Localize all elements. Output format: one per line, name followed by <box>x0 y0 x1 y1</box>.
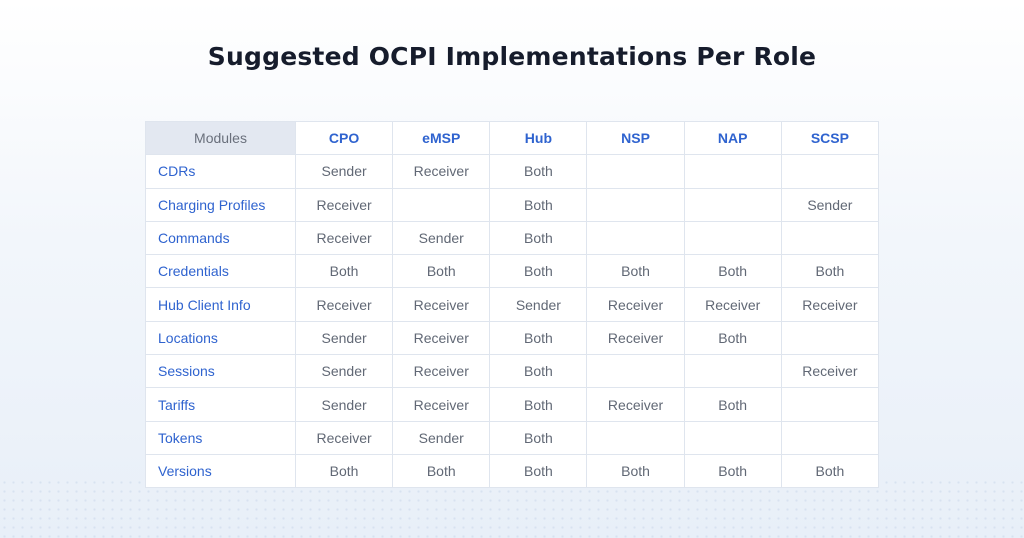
role-cell <box>683 220 782 256</box>
role-cell: Receiver <box>683 287 782 322</box>
role-cell: Both <box>489 154 588 189</box>
role-cell: Both <box>489 387 588 422</box>
role-cell: Both <box>489 354 588 389</box>
role-cell <box>586 220 685 256</box>
role-cell <box>392 187 491 222</box>
column-header-modules: Modules <box>145 120 296 156</box>
table-row: Commands Receiver Sender Both <box>145 220 880 256</box>
roles-table: Modules CPO eMSP Hub NSP NAP SCSP CDRs Se… <box>145 120 880 489</box>
role-cell: Both <box>780 254 880 289</box>
module-name-cell: CDRs <box>145 154 296 189</box>
table-row: Locations Sender Receiver Both Receiver Both <box>145 320 880 356</box>
role-cell: Both <box>683 453 782 489</box>
role-cell: Receiver <box>392 387 491 422</box>
role-cell: Receiver <box>294 187 394 222</box>
role-cell: Receiver <box>780 354 880 389</box>
role-cell: Both <box>586 453 685 489</box>
table-row: Tariffs Sender Receiver Both Receiver Both <box>145 387 880 422</box>
role-cell: Sender <box>780 187 880 222</box>
role-cell: Sender <box>294 320 394 356</box>
role-cell <box>586 354 685 389</box>
module-name-cell: Sessions <box>145 354 296 389</box>
role-cell: Both <box>489 220 588 256</box>
module-name-cell: Charging Profiles <box>145 187 296 222</box>
role-cell <box>586 154 685 189</box>
role-cell: Sender <box>294 387 394 422</box>
role-cell: Receiver <box>294 420 394 455</box>
role-cell: Sender <box>392 220 491 256</box>
role-cell <box>780 387 880 422</box>
module-name-cell: Commands <box>145 220 296 256</box>
role-cell <box>683 354 782 389</box>
role-cell: Receiver <box>392 154 491 189</box>
column-header-nsp: NSP <box>586 120 685 156</box>
role-cell: Both <box>586 254 685 289</box>
role-cell: Both <box>294 254 394 289</box>
role-cell: Both <box>780 453 880 489</box>
role-cell: Both <box>683 254 782 289</box>
module-name-cell: Locations <box>145 320 296 356</box>
role-cell <box>683 154 782 189</box>
table-header-row: Modules CPO eMSP Hub NSP NAP SCSP <box>145 120 880 156</box>
role-cell: Both <box>489 420 588 455</box>
role-cell: Receiver <box>392 287 491 322</box>
table-row: CDRs Sender Receiver Both <box>145 154 880 189</box>
role-cell: Receiver <box>586 387 685 422</box>
table-body: CDRs Sender Receiver Both Charging Profiles R… <box>145 154 880 489</box>
role-cell: Receiver <box>586 320 685 356</box>
column-header-emsp: eMSP <box>392 120 491 156</box>
module-name-cell: Tariffs <box>145 387 296 422</box>
page-title: Suggested OCPI Implementations Per Role <box>207 42 817 71</box>
role-cell: Both <box>489 254 588 289</box>
table-row: Credentials Both Both Both Both Both Both <box>145 254 880 289</box>
table-row: Tokens Receiver Sender Both <box>145 420 880 455</box>
role-cell: Sender <box>294 154 394 189</box>
column-header-hub: Hub <box>489 120 588 156</box>
table-row: Hub Client Info Receiver Receiver Sender Rec… <box>145 287 880 322</box>
role-cell <box>683 420 782 455</box>
role-cell <box>780 220 880 256</box>
role-cell: Sender <box>489 287 588 322</box>
module-name-cell: Versions <box>145 453 296 489</box>
role-cell <box>780 420 880 455</box>
role-cell: Receiver <box>392 320 491 356</box>
role-cell: Both <box>294 453 394 489</box>
module-name-cell: Credentials <box>145 254 296 289</box>
role-cell: Both <box>392 254 491 289</box>
role-cell: Sender <box>294 354 394 389</box>
role-cell <box>586 420 685 455</box>
column-header-cpo: CPO <box>294 120 394 156</box>
role-cell <box>780 320 880 356</box>
role-cell: Both <box>489 187 588 222</box>
module-name-cell: Hub Client Info <box>145 287 296 322</box>
module-name-cell: Tokens <box>145 420 296 455</box>
role-cell: Receiver <box>392 354 491 389</box>
table-row: Versions Both Both Both Both Both Both <box>145 453 880 489</box>
role-cell <box>683 187 782 222</box>
role-cell: Receiver <box>586 287 685 322</box>
role-cell: Sender <box>392 420 491 455</box>
table-row: Sessions Sender Receiver Both Receiver <box>145 354 880 389</box>
role-cell: Both <box>683 387 782 422</box>
role-cell: Receiver <box>294 220 394 256</box>
column-header-scsp: SCSP <box>780 120 880 156</box>
role-cell: Both <box>683 320 782 356</box>
column-header-nap: NAP <box>683 120 782 156</box>
role-cell: Both <box>489 320 588 356</box>
role-cell: Both <box>489 453 588 489</box>
role-cell: Receiver <box>294 287 394 322</box>
role-cell: Receiver <box>780 287 880 322</box>
role-cell: Both <box>392 453 491 489</box>
role-cell <box>780 154 880 189</box>
role-cell <box>586 187 685 222</box>
table-row: Charging Profiles Receiver Both Sender <box>145 187 880 222</box>
